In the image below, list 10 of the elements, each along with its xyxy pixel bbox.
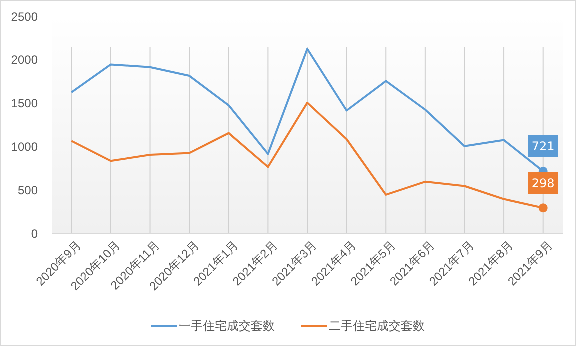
y-tick-label: 500 [18,183,38,198]
y-tick-label: 1500 [11,96,38,111]
y-tick-label: 1000 [11,140,38,154]
y-tick-label: 2500 [11,10,38,24]
data-label: 721 [532,140,555,154]
legend-label: 一手住宅成交套数 [179,319,275,334]
data-label: 298 [532,176,555,190]
y-tick-label: 0 [31,226,38,241]
y-tick-label: 2000 [11,53,38,68]
legend-label: 二手住宅成交套数 [329,319,425,334]
